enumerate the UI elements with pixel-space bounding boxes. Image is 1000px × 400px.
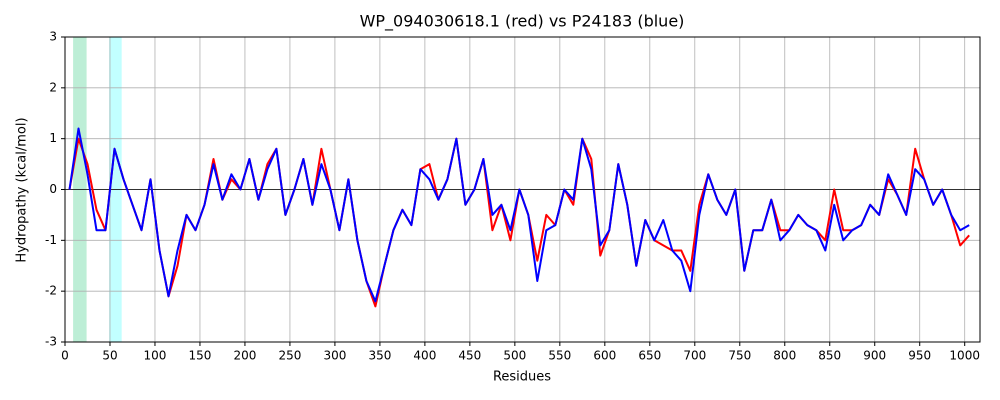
x-tick-label: 100	[144, 349, 167, 363]
x-tick-label: 1000	[949, 349, 980, 363]
y-axis-label: Hydropathy (kcal/mol)	[15, 117, 30, 262]
x-tick-label: 200	[233, 349, 256, 363]
x-axis-label: Residues	[493, 370, 551, 385]
x-tick-label: 500	[503, 349, 526, 363]
x-tick-label: 700	[683, 349, 706, 363]
y-tick-label: 3	[49, 30, 57, 44]
x-tick-label: 150	[189, 349, 212, 363]
x-tick-label: 800	[773, 349, 796, 363]
x-tick-label: 850	[818, 349, 841, 363]
x-tick-label: 250	[278, 349, 301, 363]
x-tick-label: 600	[593, 349, 616, 363]
x-tick-label: 300	[323, 349, 346, 363]
y-tick-label: -3	[45, 335, 57, 349]
y-tick-label: 0	[49, 182, 57, 196]
x-tick-label: 400	[413, 349, 436, 363]
x-tick-label: 350	[368, 349, 391, 363]
series-line	[68, 127, 970, 303]
y-tick-label: 1	[49, 131, 57, 145]
y-tick-label: -1	[45, 233, 57, 247]
y-tick-label: -2	[45, 284, 57, 298]
x-tick-label: 900	[863, 349, 886, 363]
x-tick-label: 450	[458, 349, 481, 363]
x-tick-label: 950	[908, 349, 931, 363]
plot-frame	[64, 36, 981, 343]
x-tick-label: 650	[638, 349, 661, 363]
x-tick-label: 0	[61, 349, 69, 363]
x-tick-label: 50	[102, 349, 117, 363]
series-line	[68, 137, 970, 308]
x-tick-label: 750	[728, 349, 751, 363]
x-tick-label: 550	[548, 349, 571, 363]
y-tick-label: 2	[49, 80, 57, 94]
chart-title: WP_094030618.1 (red) vs P24183 (blue)	[360, 12, 685, 32]
